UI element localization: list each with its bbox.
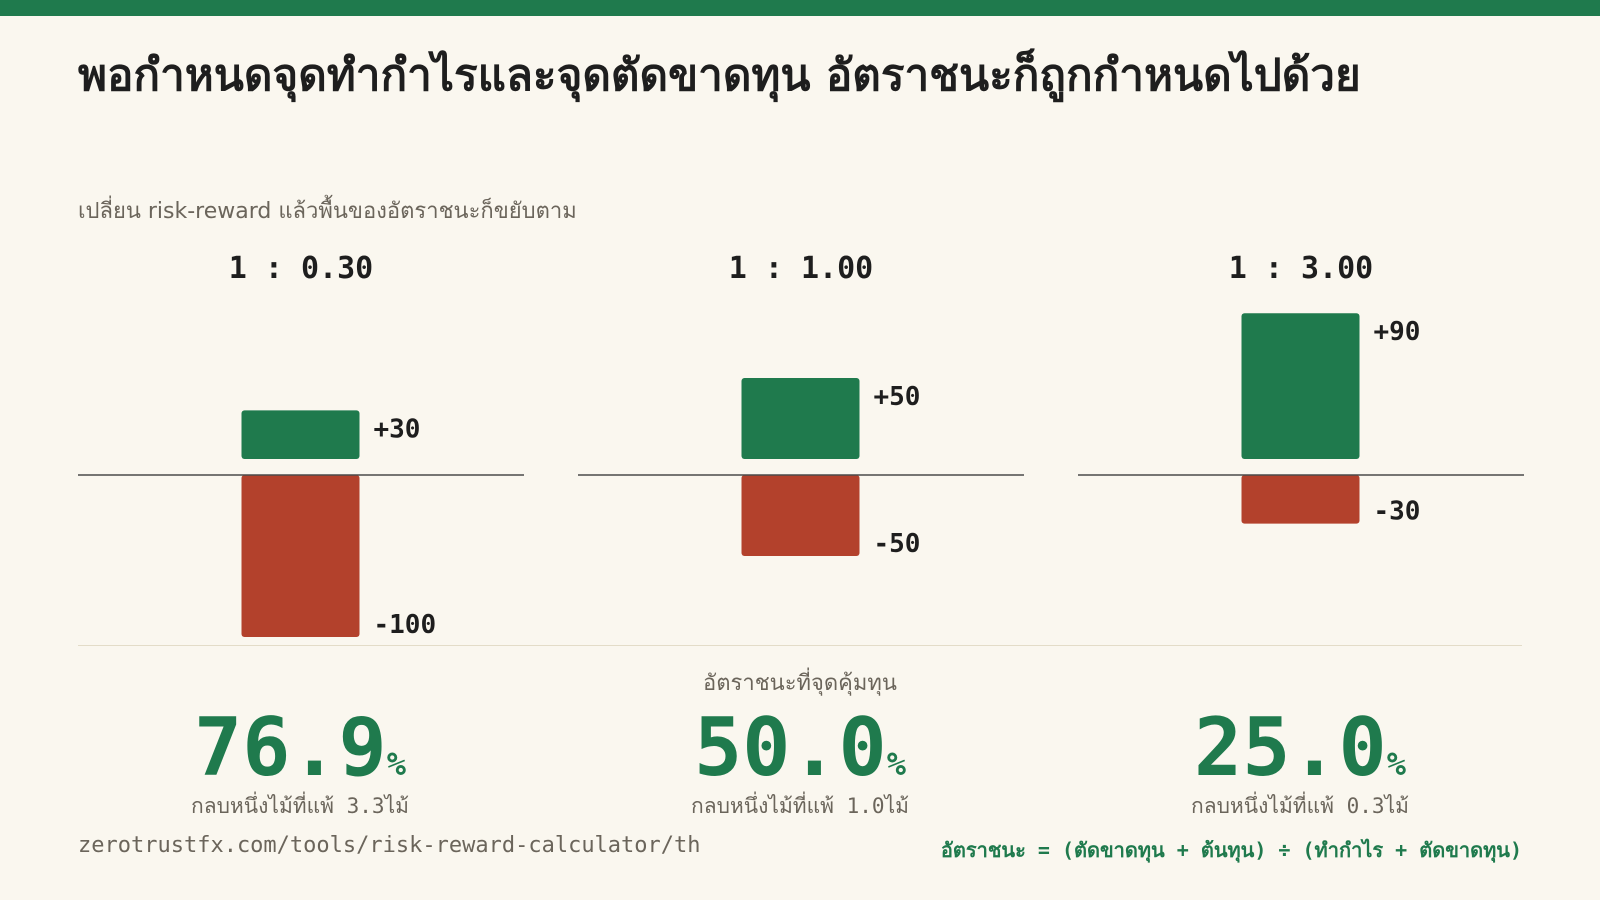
page-subtitle: เปลี่ยน risk-reward แล้วพื้นของอัตราชนะก… (78, 199, 577, 224)
loss-bar (241, 475, 360, 637)
top-accent-bar (0, 0, 1600, 16)
loss-bar (1241, 475, 1360, 524)
percent-unit: % (386, 745, 406, 783)
breakeven-value: 25.0 (1194, 701, 1387, 794)
footer-formula: อัตราชนะ = (ตัดขาดทุน + ต้นทุน) ÷ (ทำกำไ… (940, 838, 1522, 862)
risk-reward-chart: 1 : 0.30 +30 -100 1 : 1.00 +50 -50 1 : 3.00 +90… (78, 251, 1524, 640)
loss-bar (741, 475, 860, 556)
ratio-label: 1 : 0.30 (229, 251, 374, 286)
breakeven-stat-1: 76.9% กลบหนึ่งไม้ที่แพ้ 3.3ไม้ (80, 700, 520, 823)
percent-unit: % (886, 745, 906, 783)
profit-label: +30 (374, 414, 421, 444)
breakeven-value: 50.0 (694, 701, 887, 794)
breakeven-note: กลบหนึ่งไม้ที่แพ้ 1.0ไม้ (691, 794, 909, 818)
profit-bar (241, 410, 360, 459)
ratio-label: 1 : 3.00 (1229, 251, 1374, 286)
profit-label: +90 (1374, 317, 1421, 347)
loss-label: -100 (374, 610, 437, 640)
ratio-label: 1 : 1.00 (729, 251, 874, 286)
footer-url: zerotrustfx.com/tools/risk-reward-calcul… (78, 833, 701, 858)
profit-label: +50 (874, 382, 921, 412)
breakeven-heading: อัตราชนะที่จุดคุ้มทุน (703, 671, 897, 696)
breakeven-stat-3: 25.0% กลบหนึ่งไม้ที่แพ้ 0.3ไม้ (1080, 700, 1520, 823)
loss-label: -30 (1374, 497, 1421, 527)
breakeven-stat-2: 50.0% กลบหนึ่งไม้ที่แพ้ 1.0ไม้ (580, 700, 1020, 823)
page-title: พอกำหนดจุดทำกำไรและจุดตัดขาดทุน อัตราชนะ… (78, 50, 1361, 101)
breakeven-note: กลบหนึ่งไม้ที่แพ้ 3.3ไม้ (191, 794, 409, 818)
breakeven-value: 76.9 (194, 701, 387, 794)
loss-label: -50 (874, 529, 921, 559)
percent-unit: % (1386, 745, 1406, 783)
breakeven-note: กลบหนึ่งไม้ที่แพ้ 0.3ไม้ (1191, 794, 1409, 818)
profit-bar (1241, 313, 1360, 459)
profit-bar (741, 378, 860, 459)
section-divider (78, 645, 1522, 646)
